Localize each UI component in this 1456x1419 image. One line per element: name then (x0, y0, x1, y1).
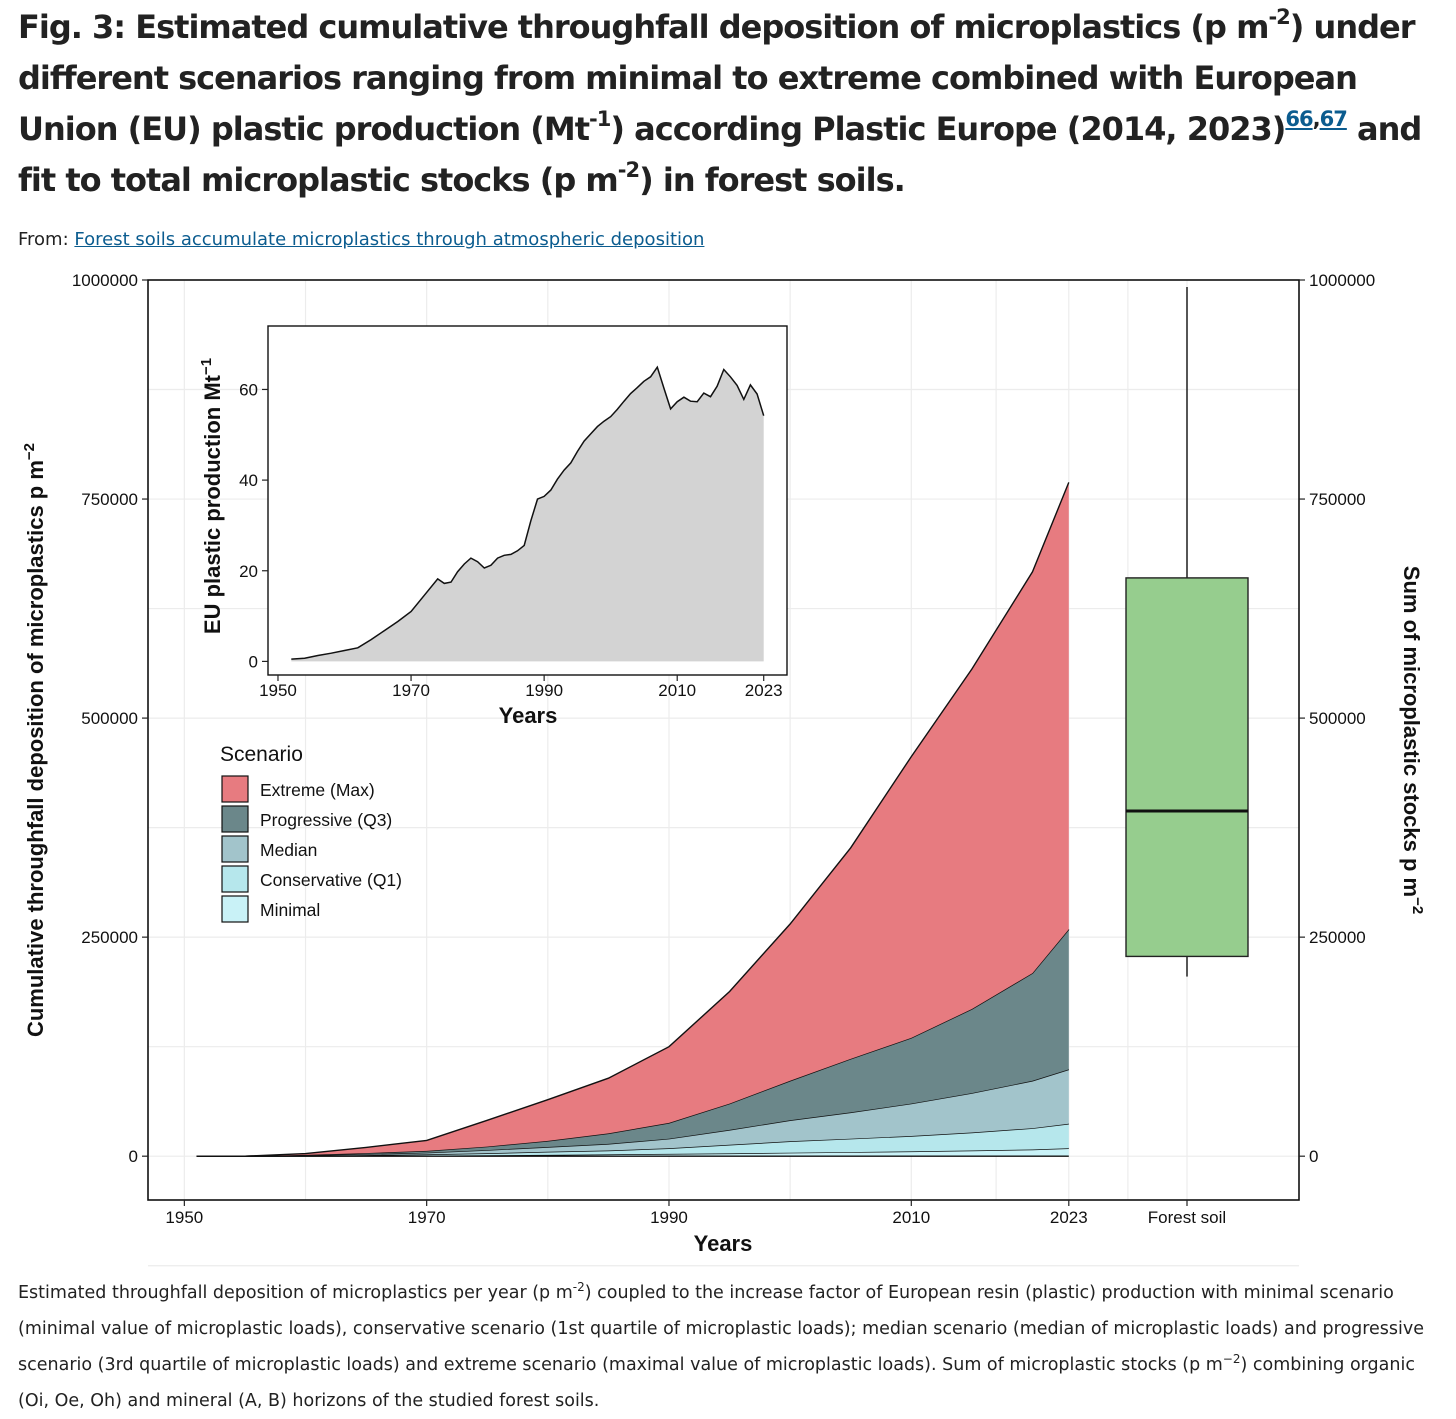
legend-key-conservative-q1 (221, 865, 249, 893)
legend-key-progressive-q3 (221, 805, 249, 833)
legend-key-extreme-max (221, 775, 249, 803)
x-tick-label: 1990 (650, 1208, 688, 1227)
y-tick-label: 750000 (81, 490, 138, 509)
x-tick-label-forest-soil: Forest soil (1148, 1208, 1226, 1227)
legend-label-extreme-max: Extreme (Max) (260, 780, 375, 800)
forest-soil-boxplot (1125, 287, 1249, 977)
right-y-tick-label: 500000 (1309, 709, 1366, 728)
y-tick-label: 250000 (81, 928, 138, 947)
figure-caption: Estimated throughfall deposition of micr… (18, 1280, 1425, 1411)
inset-y-tick-label: 60 (239, 380, 258, 399)
y-tick-label: 1000000 (72, 271, 138, 290)
legend-title: Scenario (220, 743, 303, 766)
main-axis-titles: Years Cumulative throughfall deposition … (21, 443, 1426, 1256)
inset-plot-border (267, 325, 788, 676)
main-axes: 1950 1970 1990 2010 2023 Forest soil 0 0 250000 2… (72, 271, 1375, 1227)
inset-y-tick-label: 40 (239, 471, 258, 490)
inset-production-area (291, 365, 765, 662)
scenario-legend: Scenario Extreme (Max) Progressive (Q3) Me… (220, 743, 402, 923)
right-axis-title: Sum of microplastic stocks p m−2 (1399, 566, 1426, 914)
area-extreme-max (196, 482, 1069, 1157)
area-median (196, 1069, 1069, 1157)
y-tick-label: 500000 (81, 709, 138, 728)
y-axis-title: Cumulative throughfall deposition of mic… (21, 443, 48, 1037)
right-y-tick-label: 250000 (1309, 928, 1366, 947)
scenario-areas (196, 482, 1070, 1157)
inset-axes: 1950 1970 1990 2010 2023 0 20 40 60 (239, 380, 783, 700)
x-tick-label: 2023 (1050, 1208, 1088, 1227)
x-tick-label: 1970 (408, 1208, 446, 1227)
reference-link-67[interactable]: 67 (1319, 107, 1348, 131)
inset-x-tick-label: 2010 (658, 681, 696, 700)
area-progressive-q3 (196, 929, 1069, 1157)
x-axis-title: Years (694, 1231, 753, 1256)
inset-y-tick-label: 0 (249, 652, 258, 671)
x-tick-label: 1950 (165, 1208, 203, 1227)
production-area-fill (291, 367, 764, 662)
inset-x-tick-label: 2023 (745, 681, 783, 700)
figure-title: Fig. 3: Estimated cumulative throughfall… (18, 5, 1422, 200)
legend-key-median (221, 835, 249, 863)
y-tick-label: 0 (129, 1147, 138, 1166)
production-line (291, 365, 765, 660)
inset-x-tick-label: 1950 (259, 681, 297, 700)
legend-key-minimal (221, 895, 249, 923)
area-minimal (196, 1148, 1069, 1157)
inset-y-axis-title: EU plastic production Mt−1 (198, 358, 225, 634)
inset-chart: 1950 1970 1990 2010 2023 0 20 40 60 Years EU pla… (198, 325, 788, 728)
legend-label-median: Median (260, 840, 317, 860)
line-extreme-max (196, 482, 1070, 1157)
x-tick-label: 2010 (892, 1208, 930, 1227)
legend-label-minimal: Minimal (260, 900, 320, 920)
figure-chart: 1950 1970 1990 2010 2023 Forest soil 0 0 250000 2… (21, 271, 1426, 1267)
right-y-tick-label: 1000000 (1309, 271, 1375, 290)
inset-x-tick-label: 1970 (392, 681, 430, 700)
main-plot-border (147, 279, 1300, 1201)
source-line: From: Forest soils accumulate microplast… (18, 229, 704, 250)
reference-link-66[interactable]: 66 (1285, 107, 1313, 131)
inset-y-tick-label: 20 (239, 562, 258, 581)
box-iqr (1125, 577, 1249, 958)
inset-x-axis-title: Years (499, 703, 558, 728)
from-label: From: (18, 229, 75, 250)
area-conservative-q1 (196, 1123, 1069, 1157)
inset-x-tick-label: 1990 (525, 681, 563, 700)
legend-label-progressive-q3: Progressive (Q3) (260, 810, 392, 830)
right-y-tick-label: 0 (1309, 1147, 1318, 1166)
legend-label-conservative-q1: Conservative (Q1) (260, 870, 402, 890)
source-article-link[interactable]: Forest soils accumulate microplastics th… (74, 229, 705, 250)
right-y-tick-label: 750000 (1309, 490, 1366, 509)
